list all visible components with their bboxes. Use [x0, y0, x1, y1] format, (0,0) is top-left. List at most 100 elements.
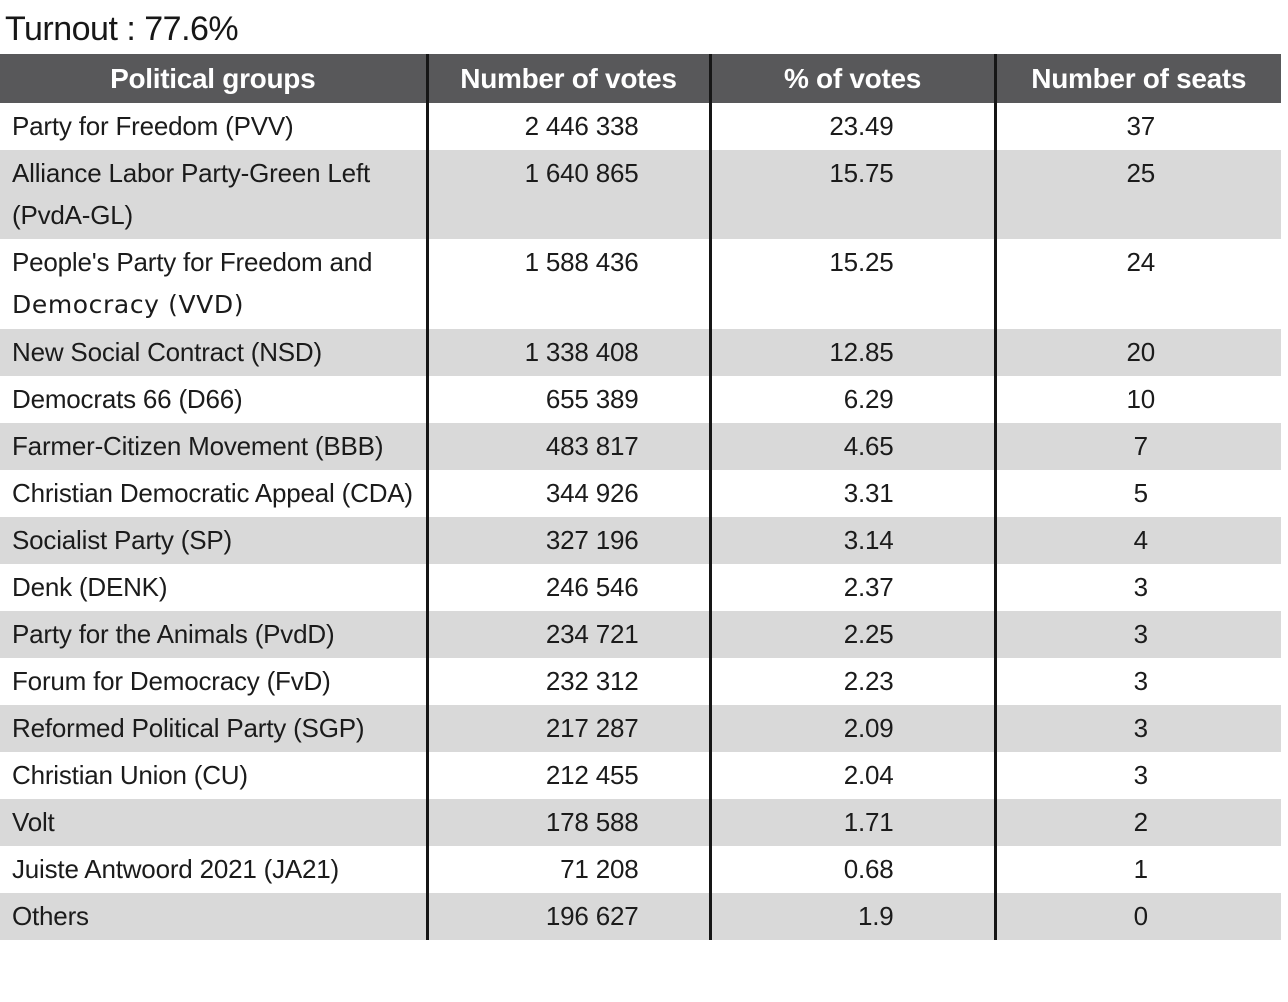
votes-cell: 483 817	[425, 423, 710, 470]
pct-votes-cell: 12.85	[708, 329, 995, 376]
seats-cell: 3	[993, 658, 1281, 705]
party-name: Christian Union (CU)	[12, 760, 248, 790]
seats-cell: 37	[993, 103, 1281, 150]
table-row: Democrats 66 (D66) 655 389 6.29 10	[0, 376, 1281, 423]
seats-cell: 0	[993, 893, 1281, 940]
table-row: Alliance Labor Party-Green Left (PvdA-GL…	[0, 150, 1281, 239]
pct-votes-cell: 1.71	[708, 799, 995, 846]
table-row: Forum for Democracy (FvD) 232 312 2.23 3	[0, 658, 1281, 705]
votes-cell: 71 208	[425, 846, 710, 893]
seats-cell: 1	[993, 846, 1281, 893]
party-name-cell: Party for the Animals (PvdD)	[0, 611, 427, 658]
pct-votes-cell: 15.75	[708, 150, 995, 239]
table-row: Farmer-Citizen Movement (BBB) 483 817 4.65…	[0, 423, 1281, 470]
seats-cell: 3	[993, 564, 1281, 611]
table-header: Political groups Number of votes % of vo…	[0, 54, 1281, 103]
votes-cell: 1 640 865	[425, 150, 710, 239]
pct-votes-cell: 0.68	[708, 846, 995, 893]
header-number-of-votes: Number of votes	[425, 54, 710, 103]
pct-votes-cell: 6.29	[708, 376, 995, 423]
votes-cell: 234 721	[425, 611, 710, 658]
seats-cell: 25	[993, 150, 1281, 239]
seats-cell: 20	[993, 329, 1281, 376]
votes-cell: 217 287	[425, 705, 710, 752]
votes-cell: 178 588	[425, 799, 710, 846]
votes-cell: 246 546	[425, 564, 710, 611]
party-name: Party for the Animals (PvdD)	[12, 619, 335, 649]
votes-cell: 344 926	[425, 470, 710, 517]
pct-votes-cell: 4.65	[708, 423, 995, 470]
table-row: Reformed Political Party (SGP) 217 287 2.0…	[0, 705, 1281, 752]
results-tbody: Party for Freedom (PVV) 2 446 338 23.49 37 A…	[0, 103, 1281, 940]
header-number-of-seats: Number of seats	[993, 54, 1281, 103]
table-row: People's Party for Freedom and Democracy…	[0, 239, 1281, 329]
party-name: Democrats 66 (D66)	[12, 384, 243, 414]
votes-cell: 196 627	[425, 893, 710, 940]
pct-votes-cell: 3.14	[708, 517, 995, 564]
seats-cell: 3	[993, 752, 1281, 799]
party-name-cell: People's Party for Freedom and Democracy…	[0, 239, 427, 329]
party-name: Volt	[12, 807, 55, 837]
seats-cell: 2	[993, 799, 1281, 846]
seats-cell: 3	[993, 705, 1281, 752]
pct-votes-cell: 15.25	[708, 239, 995, 329]
pct-votes-cell: 2.37	[708, 564, 995, 611]
party-name-cell: Juiste Antwoord 2021 (JA21)	[0, 846, 427, 893]
party-name-cell: Party for Freedom (PVV)	[0, 103, 427, 150]
party-name-cell: Alliance Labor Party-Green Left (PvdA-GL…	[0, 150, 427, 239]
party-name-cell: Reformed Political Party (SGP)	[0, 705, 427, 752]
party-name: Farmer-Citizen Movement (BBB)	[12, 431, 384, 461]
votes-cell: 1 338 408	[425, 329, 710, 376]
party-name: Forum for Democracy (FvD)	[12, 666, 331, 696]
party-name: Reformed Political Party (SGP)	[12, 713, 365, 743]
table-row: New Social Contract (NSD) 1 338 408 12.85 2…	[0, 329, 1281, 376]
pct-votes-cell: 1.9	[708, 893, 995, 940]
pct-votes-cell: 3.31	[708, 470, 995, 517]
party-name-cell: Democrats 66 (D66)	[0, 376, 427, 423]
party-name: Others	[12, 901, 89, 931]
seats-cell: 4	[993, 517, 1281, 564]
party-name-cell: Denk (DENK)	[0, 564, 427, 611]
votes-cell: 327 196	[425, 517, 710, 564]
seats-cell: 10	[993, 376, 1281, 423]
party-name-cell: Others	[0, 893, 427, 940]
seats-cell: 24	[993, 239, 1281, 329]
pct-votes-cell: 2.09	[708, 705, 995, 752]
table-row: Party for the Animals (PvdD) 234 721 2.25 3	[0, 611, 1281, 658]
votes-cell: 232 312	[425, 658, 710, 705]
party-name-continued: Democracy (VVD)	[12, 290, 245, 319]
votes-cell: 1 588 436	[425, 239, 710, 329]
party-name: Party for Freedom (PVV)	[12, 111, 294, 141]
header-political-groups: Political groups	[0, 54, 427, 103]
party-name-cell: New Social Contract (NSD)	[0, 329, 427, 376]
votes-cell: 655 389	[425, 376, 710, 423]
pct-votes-cell: 2.04	[708, 752, 995, 799]
seats-cell: 5	[993, 470, 1281, 517]
party-name: Christian Democratic Appeal (CDA)	[12, 478, 413, 508]
party-name: Alliance Labor Party-Green Left (PvdA-GL…	[12, 158, 370, 230]
table-row: Socialist Party (SP) 327 196 3.14 4	[0, 517, 1281, 564]
table-row: Denk (DENK) 246 546 2.37 3	[0, 564, 1281, 611]
table-row: Christian Union (CU) 212 455 2.04 3	[0, 752, 1281, 799]
party-name: Denk (DENK)	[12, 572, 168, 602]
party-name-cell: Christian Union (CU)	[0, 752, 427, 799]
seats-cell: 3	[993, 611, 1281, 658]
party-name: New Social Contract (NSD)	[12, 337, 322, 367]
votes-cell: 212 455	[425, 752, 710, 799]
party-name-cell: Christian Democratic Appeal (CDA)	[0, 470, 427, 517]
party-name: Juiste Antwoord 2021 (JA21)	[12, 854, 340, 884]
votes-cell: 2 446 338	[425, 103, 710, 150]
party-name-cell: Forum for Democracy (FvD)	[0, 658, 427, 705]
header-pct-of-votes: % of votes	[708, 54, 995, 103]
seats-cell: 7	[993, 423, 1281, 470]
table-row: Party for Freedom (PVV) 2 446 338 23.49 37	[0, 103, 1281, 150]
table-row: Others 196 627 1.9 0	[0, 893, 1281, 940]
party-name-cell: Volt	[0, 799, 427, 846]
election-results-table: Political groups Number of votes % of vo…	[0, 54, 1281, 940]
pct-votes-cell: 2.25	[708, 611, 995, 658]
table-row: Christian Democratic Appeal (CDA) 344 926…	[0, 470, 1281, 517]
party-name: Socialist Party (SP)	[12, 525, 232, 555]
pct-votes-cell: 2.23	[708, 658, 995, 705]
table-row: Juiste Antwoord 2021 (JA21) 71 208 0.68 1	[0, 846, 1281, 893]
party-name-cell: Farmer-Citizen Movement (BBB)	[0, 423, 427, 470]
